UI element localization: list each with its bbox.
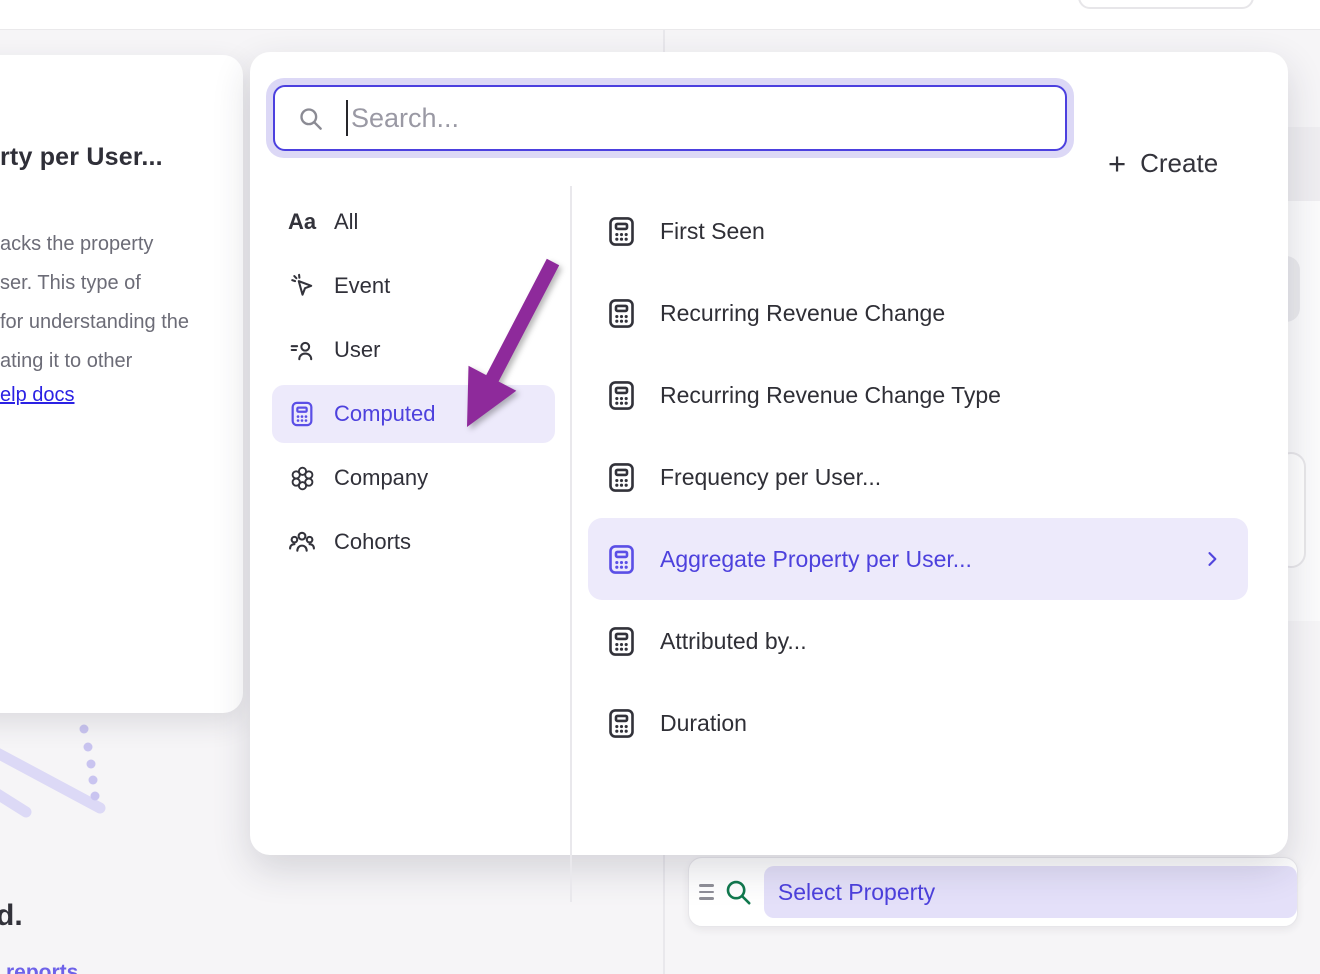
cropped-link-fragment[interactable]: reports [6, 961, 79, 974]
property-row-first-seen[interactable]: First Seen [588, 190, 1248, 272]
query-builder-row: Select Property [688, 857, 1298, 927]
property-search-icon [726, 880, 751, 905]
sidebar-item-cohorts[interactable]: Cohorts [272, 513, 555, 571]
partial-toolbar-button[interactable] [1078, 0, 1254, 9]
property-list: First Seen Recurring Revenue Change Recu… [588, 190, 1248, 764]
help-docs-link[interactable]: elp docs [0, 384, 75, 406]
calculator-icon [609, 544, 634, 574]
sidebar-item-label: User [334, 337, 381, 362]
property-row-attributed-by[interactable]: Attributed by... [588, 600, 1248, 682]
cropped-heading-fragment: d. [0, 899, 23, 932]
modal-divider [570, 186, 572, 902]
sidebar-item-label: All [334, 209, 359, 234]
property-label: Aggregate Property per User... [660, 545, 972, 572]
property-label: Recurring Revenue Change [660, 299, 946, 326]
property-label: Duration [660, 709, 747, 736]
tooltip-description: acks the property ser. This type of for … [0, 233, 190, 372]
chevron-right-icon [1208, 552, 1217, 566]
property-row-frequency-per-user[interactable]: Frequency per User... [588, 436, 1248, 518]
text-cursor [346, 100, 348, 136]
select-property-label: Select Property [777, 878, 936, 905]
event-click-icon [288, 272, 316, 300]
cohorts-icon [288, 528, 316, 556]
sidebar-item-label: Event [334, 273, 391, 298]
sidebar-item-event[interactable]: Event [272, 257, 555, 315]
calculator-icon [288, 400, 316, 428]
property-row-duration[interactable]: Duration [588, 682, 1248, 764]
sidebar-item-label: Cohorts [334, 529, 412, 554]
empty-state-illustration [0, 724, 106, 818]
sidebar-item-company[interactable]: Company [272, 449, 555, 507]
calculator-icon [609, 298, 634, 328]
sidebar-item-label: Computed [334, 401, 436, 426]
select-property-button[interactable]: Select Property [763, 866, 1297, 918]
property-row-recurring-revenue-change[interactable]: Recurring Revenue Change [588, 272, 1248, 354]
calculator-icon [609, 216, 634, 246]
annotation-arrow [467, 258, 560, 427]
calculator-icon [609, 380, 634, 410]
property-tooltip-card: rty per User... acks the property ser. T… [0, 55, 243, 713]
property-picker-modal: + Create Aa All Event [250, 52, 1288, 902]
user-icon [288, 336, 316, 364]
sidebar-item-user[interactable]: User [272, 321, 555, 379]
create-button-label: Create [1140, 148, 1219, 178]
background-header-band [1288, 127, 1320, 201]
search-field[interactable] [273, 85, 1067, 151]
calculator-icon [609, 462, 634, 492]
search-focus-ring [266, 78, 1074, 158]
sidebar-item-label: Company [334, 465, 429, 490]
company-icon [288, 464, 316, 492]
calculator-icon [609, 708, 634, 738]
property-label: Frequency per User... [660, 463, 882, 490]
tooltip-title: rty per User... [0, 143, 163, 171]
sidebar-item-all[interactable]: Aa All [272, 193, 555, 251]
text-format-icon: Aa [287, 209, 317, 234]
property-row-recurring-revenue-change-type[interactable]: Recurring Revenue Change Type [588, 354, 1248, 436]
search-input[interactable] [351, 102, 1065, 134]
property-row-aggregate-property-per-user[interactable]: Aggregate Property per User... [588, 518, 1248, 600]
property-label: Attributed by... [660, 627, 807, 654]
calculator-icon [609, 626, 634, 656]
search-icon [300, 107, 322, 130]
drag-handle-icon[interactable] [699, 884, 714, 900]
property-label: Recurring Revenue Change Type [660, 381, 1001, 408]
create-button[interactable]: + Create [1108, 148, 1218, 179]
plus-icon: + [1108, 146, 1127, 181]
property-label: First Seen [660, 217, 765, 244]
